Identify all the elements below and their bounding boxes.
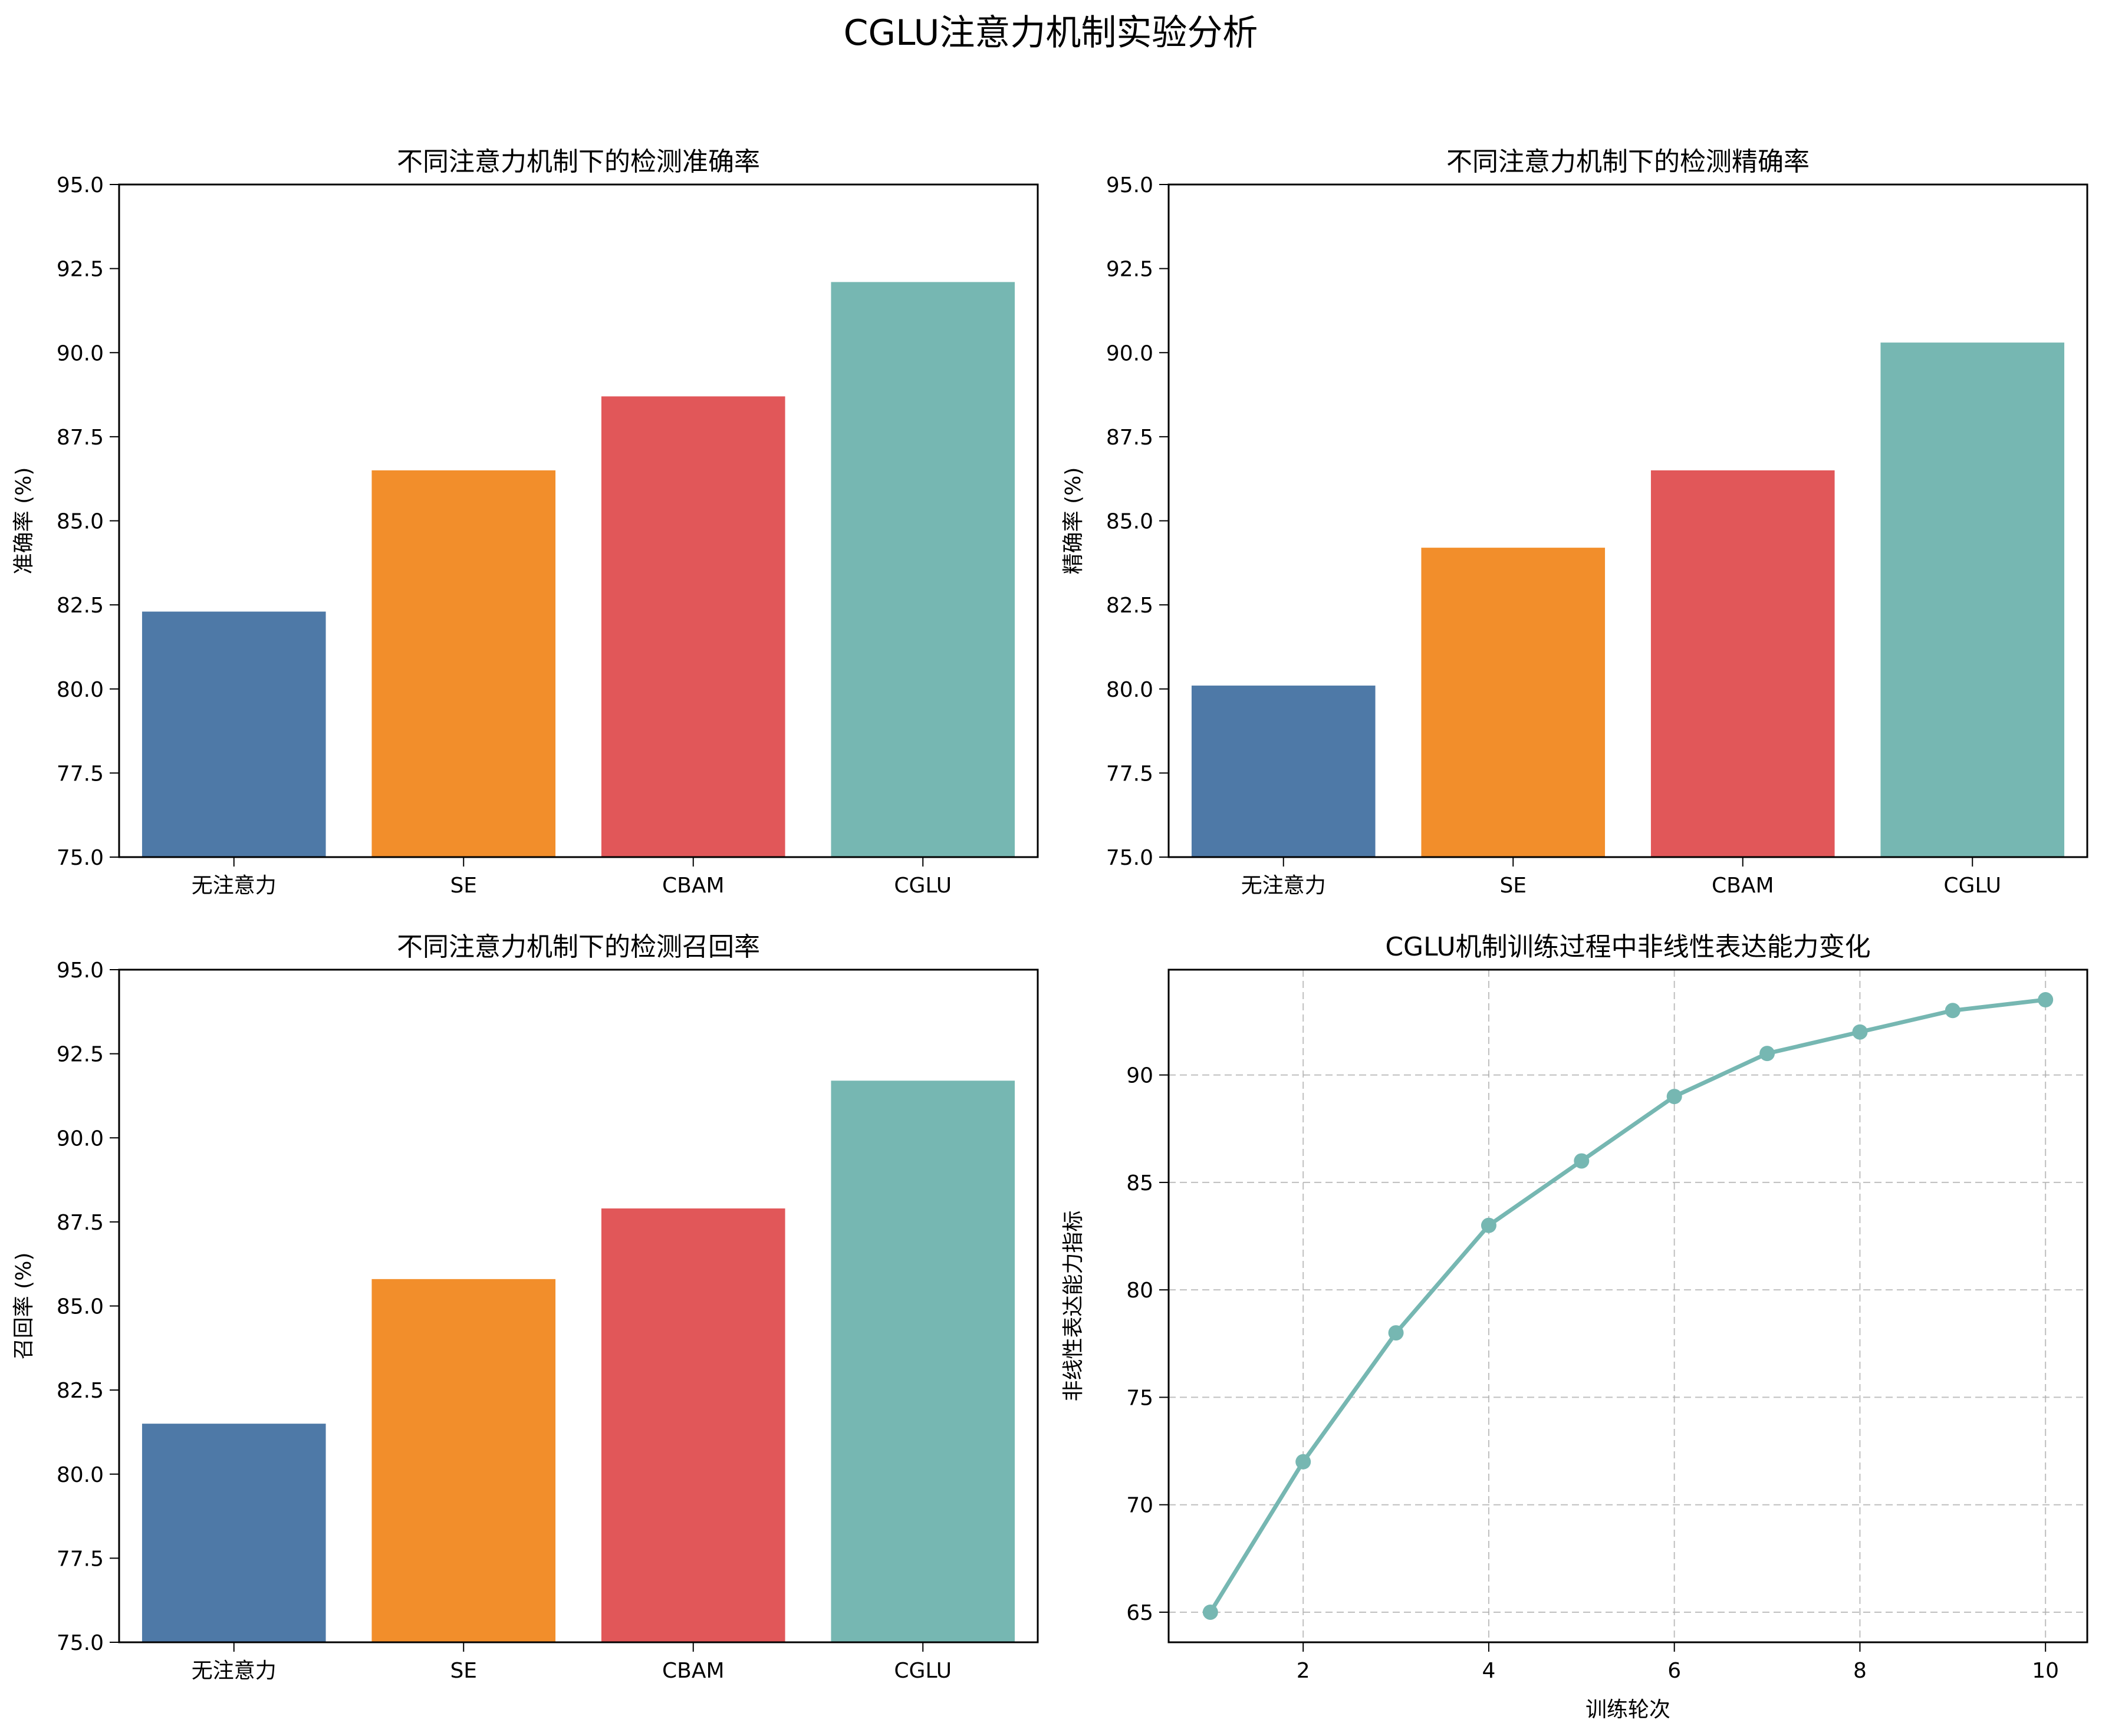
y-tick-label: 92.5	[57, 1043, 104, 1067]
y-tick-label: 75	[1126, 1386, 1153, 1410]
x-tick-label: 6	[1667, 1659, 1681, 1683]
x-tick-label: CGLU	[1943, 874, 2001, 898]
x-tick-label: CGLU	[894, 874, 952, 898]
y-tick-label: 82.5	[57, 594, 104, 618]
subplot-title: 不同注意力机制下的检测召回率	[397, 932, 760, 962]
y-tick-label: 77.5	[1106, 762, 1153, 786]
bar-1	[1191, 686, 1376, 857]
data-point	[1295, 1454, 1311, 1470]
bar-4	[831, 1081, 1015, 1642]
bar-3	[601, 1208, 785, 1642]
data-point	[1388, 1325, 1404, 1341]
y-axis-label: 准确率 (%)	[12, 467, 36, 575]
data-point	[2038, 992, 2054, 1008]
y-tick-label: 80.0	[57, 1463, 104, 1487]
figure-title: CGLU注意力机制实验分析	[844, 12, 1258, 54]
subplot-title: 不同注意力机制下的检测准确率	[397, 147, 760, 177]
x-tick-label: 4	[1482, 1659, 1495, 1683]
x-tick-label: SE	[450, 874, 477, 898]
bar-4	[831, 282, 1015, 857]
y-tick-label: 95.0	[57, 173, 104, 197]
y-tick-label: 80.0	[1106, 678, 1153, 702]
bar-4	[1880, 342, 2065, 857]
x-tick-label: SE	[1499, 874, 1527, 898]
y-tick-label: 82.5	[57, 1379, 104, 1403]
x-tick-label: CGLU	[894, 1659, 952, 1683]
y-axis-label: 非线性表达能力指标	[1061, 1210, 1085, 1401]
axes-frame	[118, 183, 1039, 858]
axes-frame	[1167, 969, 2088, 1643]
y-tick-label: 85	[1126, 1171, 1153, 1195]
y-tick-label: 95.0	[57, 958, 104, 983]
x-tick-label: 无注意力	[192, 874, 277, 898]
bar-3	[601, 396, 785, 857]
bar-2	[371, 470, 556, 857]
y-tick-label: 87.5	[1106, 426, 1153, 450]
axes-frame	[1167, 183, 2088, 858]
y-tick-label: 90.0	[57, 341, 104, 365]
x-tick-label: 无注意力	[192, 1659, 277, 1683]
bar-1	[142, 611, 326, 857]
bar-2	[1421, 548, 1606, 857]
y-tick-label: 77.5	[57, 762, 104, 786]
subplot-4: CGLU机制训练过程中非线性表达能力变化 65 70 75 80 85 90 非线性表达能力指…	[1061, 932, 2088, 1722]
y-tick-label: 92.5	[57, 258, 104, 282]
y-tick-label: 92.5	[1106, 258, 1153, 282]
y-axis-label: 精确率 (%)	[1061, 467, 1085, 575]
data-point	[1852, 1024, 1868, 1040]
x-tick-label: 无注意力	[1241, 874, 1326, 898]
data-point	[1666, 1089, 1682, 1105]
data-point	[1945, 1003, 1960, 1019]
y-axis-label: 召回率 (%)	[12, 1253, 36, 1360]
bar-2	[371, 1279, 556, 1642]
x-tick-label: 10	[2032, 1659, 2059, 1683]
y-tick-label: 80.0	[57, 678, 104, 702]
x-tick-label: 8	[1853, 1659, 1867, 1683]
y-tick-label: 90.0	[1106, 341, 1153, 365]
x-tick-label: 2	[1297, 1659, 1310, 1683]
subplot-grid: 不同注意力机制下的检测准确率 75.0 77.5 80.0 82.5 85.0 87.5 90…	[12, 147, 2088, 1722]
x-tick-label: CBAM	[1712, 874, 1774, 898]
y-tick-label: 87.5	[57, 1211, 104, 1235]
y-tick-label: 90	[1126, 1064, 1153, 1088]
y-tick-label: 77.5	[57, 1547, 104, 1571]
y-tick-label: 85.0	[57, 510, 104, 534]
y-tick-label: 75.0	[57, 1631, 104, 1655]
data-point	[1574, 1153, 1590, 1169]
y-tick-label: 65	[1126, 1601, 1153, 1625]
subplot-3: 不同注意力机制下的检测召回率 75.0 77.5 80.0 82.5 85.0 87.5 90…	[12, 932, 1039, 1683]
y-tick-label: 70	[1126, 1494, 1153, 1518]
data-point	[1202, 1604, 1218, 1620]
x-axis-label: 训练轮次	[1585, 1698, 1670, 1722]
bar-3	[1650, 470, 1835, 857]
y-tick-label: 87.5	[57, 426, 104, 450]
y-tick-label: 90.0	[57, 1126, 104, 1151]
subplot-title: CGLU机制训练过程中非线性表达能力变化	[1385, 932, 1870, 962]
x-tick-label: CBAM	[662, 874, 725, 898]
subplot-2: 不同注意力机制下的检测精确率 75.0 77.5 80.0 82.5 85.0 87.5 90…	[1061, 147, 2088, 898]
y-tick-label: 85.0	[57, 1295, 104, 1319]
subplot-1: 不同注意力机制下的检测准确率 75.0 77.5 80.0 82.5 85.0 87.5 90…	[12, 147, 1039, 898]
x-tick-label: SE	[450, 1659, 477, 1683]
y-tick-label: 75.0	[1106, 846, 1153, 870]
y-tick-label: 82.5	[1106, 594, 1153, 618]
data-point	[1481, 1217, 1496, 1233]
y-tick-label: 95.0	[1106, 173, 1153, 197]
bar-1	[142, 1424, 326, 1642]
subplot-title: 不同注意力机制下的检测精确率	[1446, 147, 1810, 177]
data-point	[1759, 1046, 1775, 1062]
y-tick-label: 85.0	[1106, 510, 1153, 534]
x-tick-label: CBAM	[662, 1659, 725, 1683]
series-line	[1208, 997, 2048, 1615]
y-tick-label: 75.0	[57, 846, 104, 870]
y-tick-label: 80	[1126, 1279, 1153, 1303]
axes-frame	[118, 969, 1039, 1643]
